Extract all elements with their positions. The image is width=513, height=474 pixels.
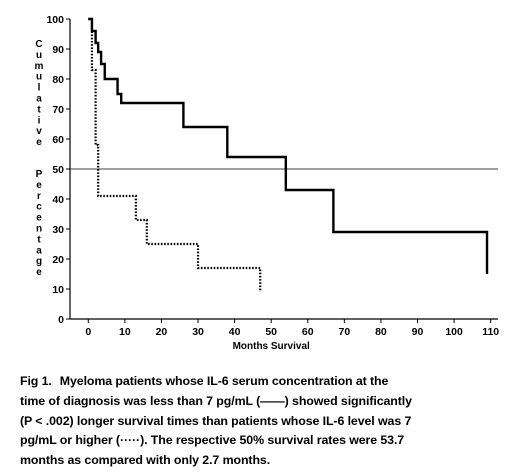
- y-tick-label: 30: [52, 224, 64, 236]
- x-tick-label: 90: [412, 326, 424, 338]
- y-axis-label-letter: g: [36, 256, 42, 267]
- y-axis-label-letter: a: [36, 94, 42, 105]
- x-tick-label: 50: [265, 326, 277, 338]
- figure-caption: Fig 1. Myeloma patients whose IL-6 serum …: [20, 372, 502, 471]
- x-tick-label: 20: [156, 326, 168, 338]
- caption-line-5: months as compared with only 2.7 months.: [20, 453, 271, 468]
- y-tick-label: 100: [46, 14, 64, 26]
- chart-axes: 0 10 20 30 40 50 60 70 80 90 100 0 10 20 30 40 50 60 70 80 9…: [46, 14, 499, 338]
- y-axis-label-letter: l: [38, 83, 41, 94]
- y-tick-label: 10: [52, 284, 64, 296]
- y-tick-label: 90: [52, 44, 64, 56]
- caption-line-3: (P < .002) longer survival times than pa…: [20, 413, 412, 428]
- y-axis-label-letter: u: [36, 72, 42, 83]
- y-axis-label-letter: r: [37, 191, 41, 202]
- y-tick-label: 50: [52, 164, 64, 176]
- x-tick-label: 110: [482, 326, 499, 338]
- x-tick-label: 70: [339, 326, 351, 338]
- y-tick-label: 0: [58, 314, 64, 326]
- y-axis-label-letter: e: [36, 137, 42, 148]
- caption-label: Fig 1.: [20, 374, 52, 388]
- y-tick-label: 20: [52, 254, 64, 266]
- caption-line-4: pg/mL or higher (·····). The respective …: [20, 433, 405, 448]
- y-axis-label-letter: e: [36, 180, 42, 191]
- y-axis-label-letter: P: [36, 169, 43, 180]
- x-tick-label: 60: [302, 326, 314, 338]
- y-axis-label-letter: a: [36, 245, 42, 256]
- x-tick-label: 80: [375, 326, 387, 338]
- y-axis-label-letter: e: [36, 267, 42, 278]
- y-axis-label-letter: C: [35, 39, 42, 50]
- y-axis-label-letter: v: [36, 126, 42, 137]
- y-tick-label: 70: [52, 104, 64, 116]
- caption-line-2: time of diagnosis was less than 7 pg/mL …: [20, 393, 412, 408]
- x-tick-label: 10: [119, 326, 131, 338]
- caption-line-1: Myeloma patients whose IL-6 serum concen…: [59, 374, 389, 388]
- solid-survival-curve: [88, 17, 489, 274]
- y-axis-label-letter: c: [36, 202, 42, 213]
- y-tick-label: 80: [52, 74, 64, 86]
- y-tick-label: 60: [52, 134, 64, 146]
- x-tick-label: 0: [85, 326, 91, 338]
- y-axis-label-letter: m: [35, 61, 44, 72]
- x-tick-label: 40: [229, 326, 241, 338]
- y-axis-label-letter: t: [37, 234, 41, 245]
- dotted-survival-curve: [88, 17, 262, 292]
- x-tick-label: 30: [192, 326, 204, 338]
- y-axis-label-letter: t: [37, 104, 41, 115]
- y-axis-label-letter: e: [36, 213, 42, 224]
- y-axis-label-letter: n: [36, 224, 42, 235]
- survival-curves: [88, 17, 489, 292]
- y-tick-label: 40: [52, 194, 64, 206]
- x-axis-label: Months Survival: [233, 341, 310, 352]
- x-tick-label: 100: [445, 326, 463, 338]
- y-axis-label-letter: i: [38, 115, 41, 126]
- y-axis-label-letter: u: [36, 50, 42, 61]
